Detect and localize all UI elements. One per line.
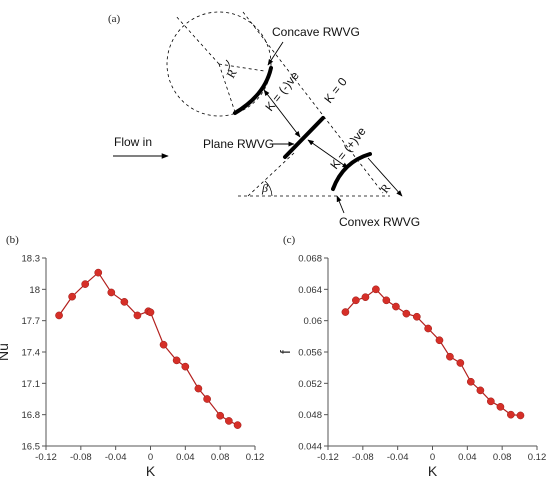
concave-curvature-arrow [263,89,301,138]
data-point [133,311,142,320]
panel-label-c: (c) [283,234,296,246]
y-tick-label: 18.3 [22,254,41,265]
x-tick-label: 0 [430,452,435,463]
data-point [341,308,350,316]
convex-curvature-arrow [307,139,349,169]
x-tick-label: 0 [148,452,153,463]
y-tick-label: 0.056 [298,348,322,359]
y-axis-label: Nu [0,343,11,361]
data-point [496,402,505,411]
panel-label-b: (b) [6,234,19,246]
data-point [159,340,168,349]
y-tick-label: 17.1 [22,379,41,390]
x-axis-label: K [146,463,156,479]
central-axis-line [242,11,384,194]
data-point [203,395,211,403]
data-point [120,298,129,306]
data-point [216,411,225,420]
data-point [516,411,525,420]
y-tick-label: 16.5 [22,442,41,453]
y-tick-label: 0.064 [298,285,322,296]
data-point [424,324,432,333]
x-tick-label: 0.08 [493,452,512,463]
schematic-panel: (a) R K = (-)ve K = 0 K = (+)ve R β [108,11,420,229]
data-point [146,308,155,317]
data-point [181,362,190,371]
data-point [382,296,391,305]
x-tick-label: 0.04 [458,452,477,463]
y-tick-label: 16.8 [22,410,41,421]
data-point [194,384,203,393]
data-point [81,280,90,288]
data-point [507,410,515,419]
x-tick-label: -0.08 [70,452,92,463]
data-point [456,359,465,367]
data-point [68,292,76,301]
y-tick-label: 0.052 [298,379,322,390]
data-point [55,311,63,320]
x-tick-label: 0.04 [176,452,195,463]
x-tick-label: -0.12 [317,452,339,463]
x-axis-label: K [428,463,438,479]
data-point [233,421,242,429]
k-zero-label: K = 0 [321,75,350,106]
beta-reference-line [247,152,295,197]
x-tick-label: 0.08 [211,452,230,463]
data-point [225,417,233,425]
data-point [435,336,444,345]
data-point [412,312,421,321]
data-point [486,397,495,406]
y-tick-label: 0.048 [298,410,322,421]
data-point [476,386,485,395]
concave-vortex-generator [233,66,273,115]
data-point [172,356,181,365]
y-tick-label: 17.7 [22,316,41,327]
beta-label: β [261,181,268,195]
x-tick-label: 0.12 [246,452,265,463]
data-point [361,293,370,302]
convex-radius-arrow [367,157,403,197]
radius-line-lower [218,63,236,113]
data-point [94,268,103,277]
flow-in-label: Flow in [114,135,152,149]
series-line [58,271,238,426]
panel-label-a: (a) [108,13,121,25]
convex-leader-arrow [336,195,345,214]
data-point [372,285,380,294]
data-point [446,352,454,361]
beta-angle-arc [264,180,273,197]
plane-vortex-generator [283,116,325,159]
y-tick-label: 0.068 [298,254,322,265]
data-point [352,296,360,305]
data-point [107,288,116,297]
y-tick-label: 0.06 [304,316,323,327]
radius-label-top: R [223,67,239,81]
y-tick-label: 17.4 [22,348,41,359]
y-axis-label: f [277,350,293,354]
data-point [402,309,411,318]
x-tick-label: -0.04 [105,452,127,463]
concave-leader-arrow [267,41,284,66]
chord-dashed-line [174,14,220,65]
x-tick-label: -0.04 [387,452,409,463]
x-tick-label: -0.12 [35,452,57,463]
concave-label: Concave RWVG [272,25,360,39]
friction-chart: (c) -0.12 -0.08 -0.04 0 0.04 0.08 0.12 0.044 0.0… [277,234,546,479]
plane-label: Plane RWVG [203,137,274,151]
data-point [392,302,400,311]
y-tick-label: 0.044 [298,442,322,453]
radius-line-upper [218,63,265,72]
y-tick-label: 18 [29,285,40,296]
data-point [466,377,475,386]
centre-angle-arc [225,59,230,72]
x-tick-label: -0.08 [352,452,374,463]
nu-chart: (b) -0.12 -0.08 -0.04 0 0.04 0.08 0.12 16.5 16.8… [0,234,264,479]
x-tick-label: 0.12 [528,452,547,463]
convex-label: Convex RWVG [339,215,420,229]
series-line [344,288,521,416]
